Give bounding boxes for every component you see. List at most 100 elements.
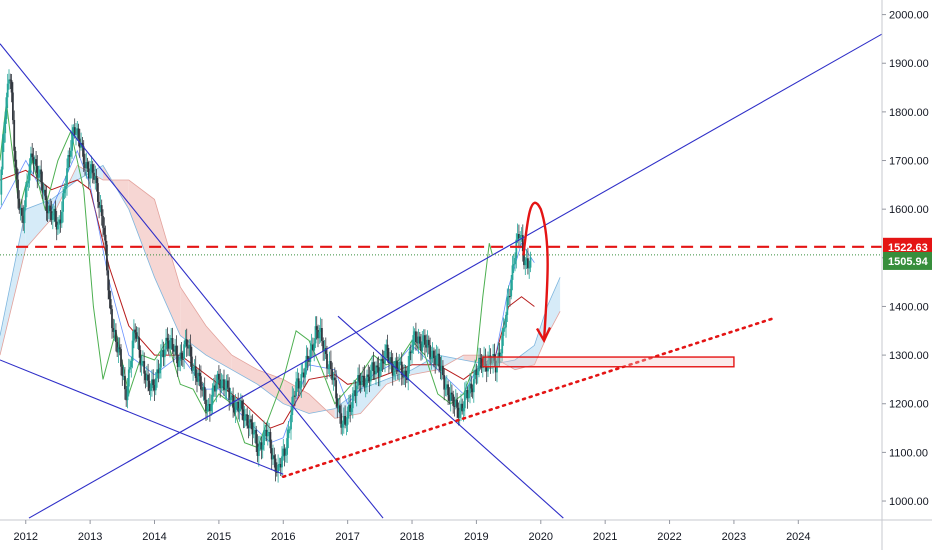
candle-body xyxy=(184,339,187,345)
candle-body xyxy=(14,150,17,168)
candle-body xyxy=(238,408,241,412)
candle-body xyxy=(472,379,475,393)
candle-body xyxy=(525,258,528,261)
y-tick-label: 2000.00 xyxy=(889,10,929,22)
candle-body xyxy=(44,189,46,196)
candle-body xyxy=(133,329,135,341)
candle-body xyxy=(355,385,358,396)
candle-body xyxy=(295,381,297,396)
candle-body xyxy=(427,339,430,346)
candle-body xyxy=(228,387,231,400)
trendline-3[interactable] xyxy=(28,33,882,519)
candle-body xyxy=(425,344,428,348)
candle-body xyxy=(324,348,327,354)
candle-body xyxy=(327,368,330,370)
candle-body xyxy=(171,338,174,350)
candle-body xyxy=(452,394,455,406)
candle-body xyxy=(480,358,483,368)
candle-body xyxy=(435,355,438,365)
candle-body xyxy=(219,379,222,389)
candle-body xyxy=(487,360,489,372)
candle-body xyxy=(245,414,247,416)
trendline-1[interactable] xyxy=(0,43,384,519)
candle-body xyxy=(498,352,501,357)
candle-body xyxy=(381,358,384,362)
candle-body xyxy=(335,380,337,399)
y-tick-label: 1000.00 xyxy=(889,496,929,508)
candle-body xyxy=(53,208,55,214)
candle-body xyxy=(336,398,339,409)
candle-body xyxy=(12,92,14,121)
candle-body xyxy=(483,357,485,363)
candle-body xyxy=(373,371,376,375)
tenkan-line xyxy=(0,149,535,444)
cloud-segment xyxy=(25,199,52,249)
candle-body xyxy=(471,388,474,393)
x-tick-label: 2013 xyxy=(78,531,102,543)
candle-body xyxy=(362,375,364,377)
candle-body xyxy=(198,372,201,377)
projection-arrow[interactable] xyxy=(522,201,549,341)
candle-body xyxy=(116,341,119,353)
dotted-support-line[interactable] xyxy=(281,317,774,479)
candle-body xyxy=(488,355,491,361)
candle-body xyxy=(32,157,35,165)
candle-body xyxy=(200,376,202,390)
candle-body xyxy=(281,456,283,468)
candle-body xyxy=(149,388,152,391)
candle-body xyxy=(69,150,72,157)
candle-body xyxy=(51,213,54,220)
candle-body xyxy=(154,378,157,391)
candle-body xyxy=(250,419,252,423)
candle-body xyxy=(445,384,448,389)
candle-body xyxy=(326,353,328,369)
candle-body xyxy=(28,163,31,181)
candle-body xyxy=(371,362,373,371)
y-tick-label: 1400.00 xyxy=(889,301,929,313)
candle-body xyxy=(448,395,451,401)
candle-body xyxy=(476,371,479,375)
trendline-2[interactable] xyxy=(0,359,284,475)
candle-body xyxy=(115,329,117,342)
candle-body xyxy=(386,344,389,358)
last-price-tag[interactable]: 1505.94 xyxy=(883,251,932,270)
candle-body xyxy=(354,390,357,396)
candle-body xyxy=(54,208,57,222)
candle-body xyxy=(109,299,112,310)
candle-body xyxy=(143,361,146,374)
candle-body xyxy=(127,369,130,387)
candle-body xyxy=(421,341,424,351)
candle-body xyxy=(378,371,381,377)
candle-body xyxy=(330,361,332,370)
candle-body xyxy=(345,424,348,426)
y-tick-label: 1300.00 xyxy=(889,350,929,362)
candle-body xyxy=(328,361,331,369)
candle-body xyxy=(45,195,48,211)
candle-body xyxy=(514,258,516,264)
candle-body xyxy=(458,410,461,418)
candle-body xyxy=(507,296,510,298)
candle-body xyxy=(510,280,513,297)
candle-body xyxy=(210,404,213,412)
candle-body xyxy=(418,336,421,344)
resistance-price-tag[interactable]: 1522.63 xyxy=(883,237,932,256)
support-zone-box[interactable] xyxy=(482,356,735,368)
trendline-4[interactable] xyxy=(337,315,564,519)
candle-body xyxy=(433,350,435,359)
candle-body xyxy=(80,142,82,148)
candle-body xyxy=(290,415,292,430)
candle-body xyxy=(214,385,216,392)
candle-body xyxy=(260,442,263,450)
candle-body xyxy=(98,201,100,208)
candle-body xyxy=(308,359,310,362)
candle-body xyxy=(33,159,36,165)
candle-body xyxy=(257,446,260,456)
candle-body xyxy=(82,146,85,165)
candle-body xyxy=(451,392,453,395)
candle-body xyxy=(272,455,274,460)
candle-body xyxy=(436,353,439,356)
candle-body xyxy=(411,350,413,354)
candle-body xyxy=(118,347,121,350)
